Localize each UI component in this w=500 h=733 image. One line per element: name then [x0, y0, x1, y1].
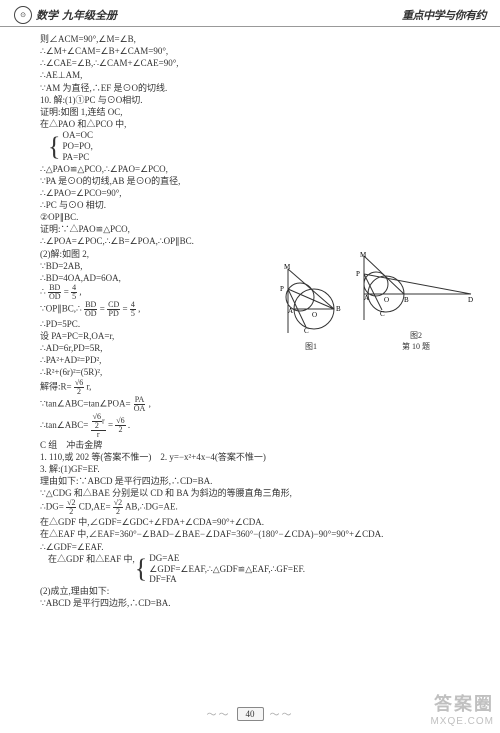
- text-line: ∴∠POA=∠POC,∴∠B=∠POA,∴OP∥BC.: [40, 235, 472, 247]
- publisher-logo-icon: ⊙: [14, 6, 32, 24]
- text-line: ∴△PAO≌△PCO,∴∠PAO=∠PCO,: [40, 163, 472, 175]
- left-brace-icon: {: [48, 130, 62, 162]
- figure-caption: 图1: [276, 341, 346, 352]
- text-line: ∴PA²+AD²=PD²,: [40, 354, 472, 366]
- page-footer: ～～ 40 ～～: [0, 706, 500, 721]
- text-line: OA=OC: [62, 130, 93, 141]
- figure-group: M P A O B C 图1 M P A O B C D 图2 第 10 题: [276, 250, 476, 352]
- text-line: ∴∠M+∠CAM=∠B+∠CAM=90°,: [40, 45, 472, 57]
- text-line: 3. 解:(1)GF=EF.: [40, 463, 472, 475]
- tan-line: ∵tan∠ABC=tan∠POA= PAOA ,: [40, 396, 472, 413]
- flourish-right-icon: ～～: [270, 706, 294, 721]
- tan-line: ∴tan∠ABC= √62r r = √62 .: [40, 413, 472, 439]
- text-line: ∴∠PAO=∠PCO=90°,: [40, 187, 472, 199]
- text-line: 证明:如图 1,连结 OC,: [40, 106, 472, 118]
- text-line: DF=FA: [149, 574, 305, 585]
- text-line: ∵PA 是⊙O的切线,AB 是⊙O的直径,: [40, 175, 472, 187]
- figure-1: M P A O B C 图1: [276, 261, 346, 352]
- text-line: ∴R²+(6r)²=(5R)²,: [40, 366, 472, 378]
- svg-text:M: M: [284, 263, 291, 271]
- text-line: 理由如下:∵ABCD 是平行四边形,∴CD=BA.: [40, 475, 472, 487]
- svg-text:M: M: [360, 251, 367, 259]
- brace-prefix: 在△GDF 和△EAF 中,: [48, 553, 135, 585]
- text-line: 证明:∵△PAO≌△PCO,: [40, 223, 472, 235]
- text-line: 在△GDF 中,∠GDF=∠GDC+∠FDA+∠CDA=90°+∠CDA.: [40, 516, 472, 528]
- series-title: 重点中学与你有约: [402, 7, 486, 23]
- text-line: PO=PO,: [62, 141, 93, 152]
- text-line: ②OP∥BC.: [40, 211, 472, 223]
- text-line: ∴∠GDF=∠EAF.: [40, 541, 472, 553]
- svg-text:B: B: [404, 296, 409, 304]
- geometry-diagram-icon: M P A O B C: [276, 261, 346, 339]
- flourish-left-icon: ～～: [207, 706, 231, 721]
- figure-group-caption: 第 10 题: [356, 341, 476, 352]
- section-heading: C 组 冲击金牌: [40, 439, 472, 451]
- svg-text:D: D: [468, 296, 473, 304]
- watermark-url: MXQE.COM: [430, 716, 494, 727]
- text-line: ∵ABCD 是平行四边形,∴CD=BA.: [40, 597, 472, 609]
- figure-2: M P A O B C D 图2 第 10 题: [356, 250, 476, 352]
- text-line: PA=PC: [62, 152, 93, 163]
- page-header: ⊙ 数学 九年级全册 重点中学与你有约: [0, 0, 500, 27]
- text-line: ∴∠CAE=∠B,∴∠CAM+∠CAE=90°,: [40, 57, 472, 69]
- equation-system: { OA=OC PO=PO, PA=PC: [40, 130, 472, 162]
- text-line: ∵AM 为直径,∴EF 是⊙O的切线.: [40, 82, 472, 94]
- page-number: 40: [237, 707, 264, 721]
- text-line: DG=AE: [149, 553, 305, 564]
- text-line: 则∠ACM=90°,∠M=∠B,: [40, 33, 472, 45]
- svg-text:C: C: [304, 327, 309, 335]
- left-brace-icon: {: [135, 553, 149, 585]
- text-line: 在△EAF 中,∠EAF=360°−∠BAD−∠BAE−∠DAF=360°−(1…: [40, 528, 472, 540]
- equation-system: 在△GDF 和△EAF 中, { DG=AE ∠GDF=∠EAF,∴△GDF≌△…: [40, 553, 472, 585]
- svg-text:O: O: [384, 296, 389, 304]
- subject-label: 数学: [36, 7, 58, 23]
- geometry-diagram-icon: M P A O B C D: [356, 250, 476, 328]
- text-line: 10. 解:(1)①PC 与⊙O相切.: [40, 94, 472, 106]
- text-line: (2)成立,理由如下:: [40, 585, 472, 597]
- text-line: 1. 110,或 202 等(答案不惟一) 2. y=−x²+4x−4(答案不惟…: [40, 451, 472, 463]
- svg-text:O: O: [312, 311, 317, 319]
- text-line: ∠GDF=∠EAF,∴△GDF≌△EAF,∴GF=EF.: [149, 564, 305, 575]
- grade-label: 九年级全册: [62, 7, 117, 23]
- svg-text:C: C: [380, 310, 385, 318]
- svg-text:P: P: [280, 285, 284, 293]
- svg-text:P: P: [356, 270, 360, 278]
- text-line: ∴AE⊥AM,: [40, 69, 472, 81]
- text-line: 在△PAO 和△PCO 中,: [40, 118, 472, 130]
- svg-text:A: A: [288, 307, 293, 315]
- figure-caption: 图2: [356, 330, 476, 341]
- solve-line: 解得:R= √62 r,: [40, 379, 472, 396]
- text-line: ∵△CDG 和△BAE 分别是以 CD 和 BA 为斜边的等腰直角三角形,: [40, 487, 472, 499]
- header-left: ⊙ 数学 九年级全册: [14, 6, 117, 24]
- svg-text:A: A: [364, 294, 369, 302]
- text-line: ∴PC 与⊙O 相切.: [40, 199, 472, 211]
- watermark-title: 答案圈: [430, 690, 494, 716]
- svg-text:B: B: [336, 305, 341, 313]
- watermark: 答案圈 MXQE.COM: [430, 690, 494, 727]
- fraction-line: ∴DG= √22 CD,AE= √22 AB,∴DG=AE.: [40, 499, 472, 516]
